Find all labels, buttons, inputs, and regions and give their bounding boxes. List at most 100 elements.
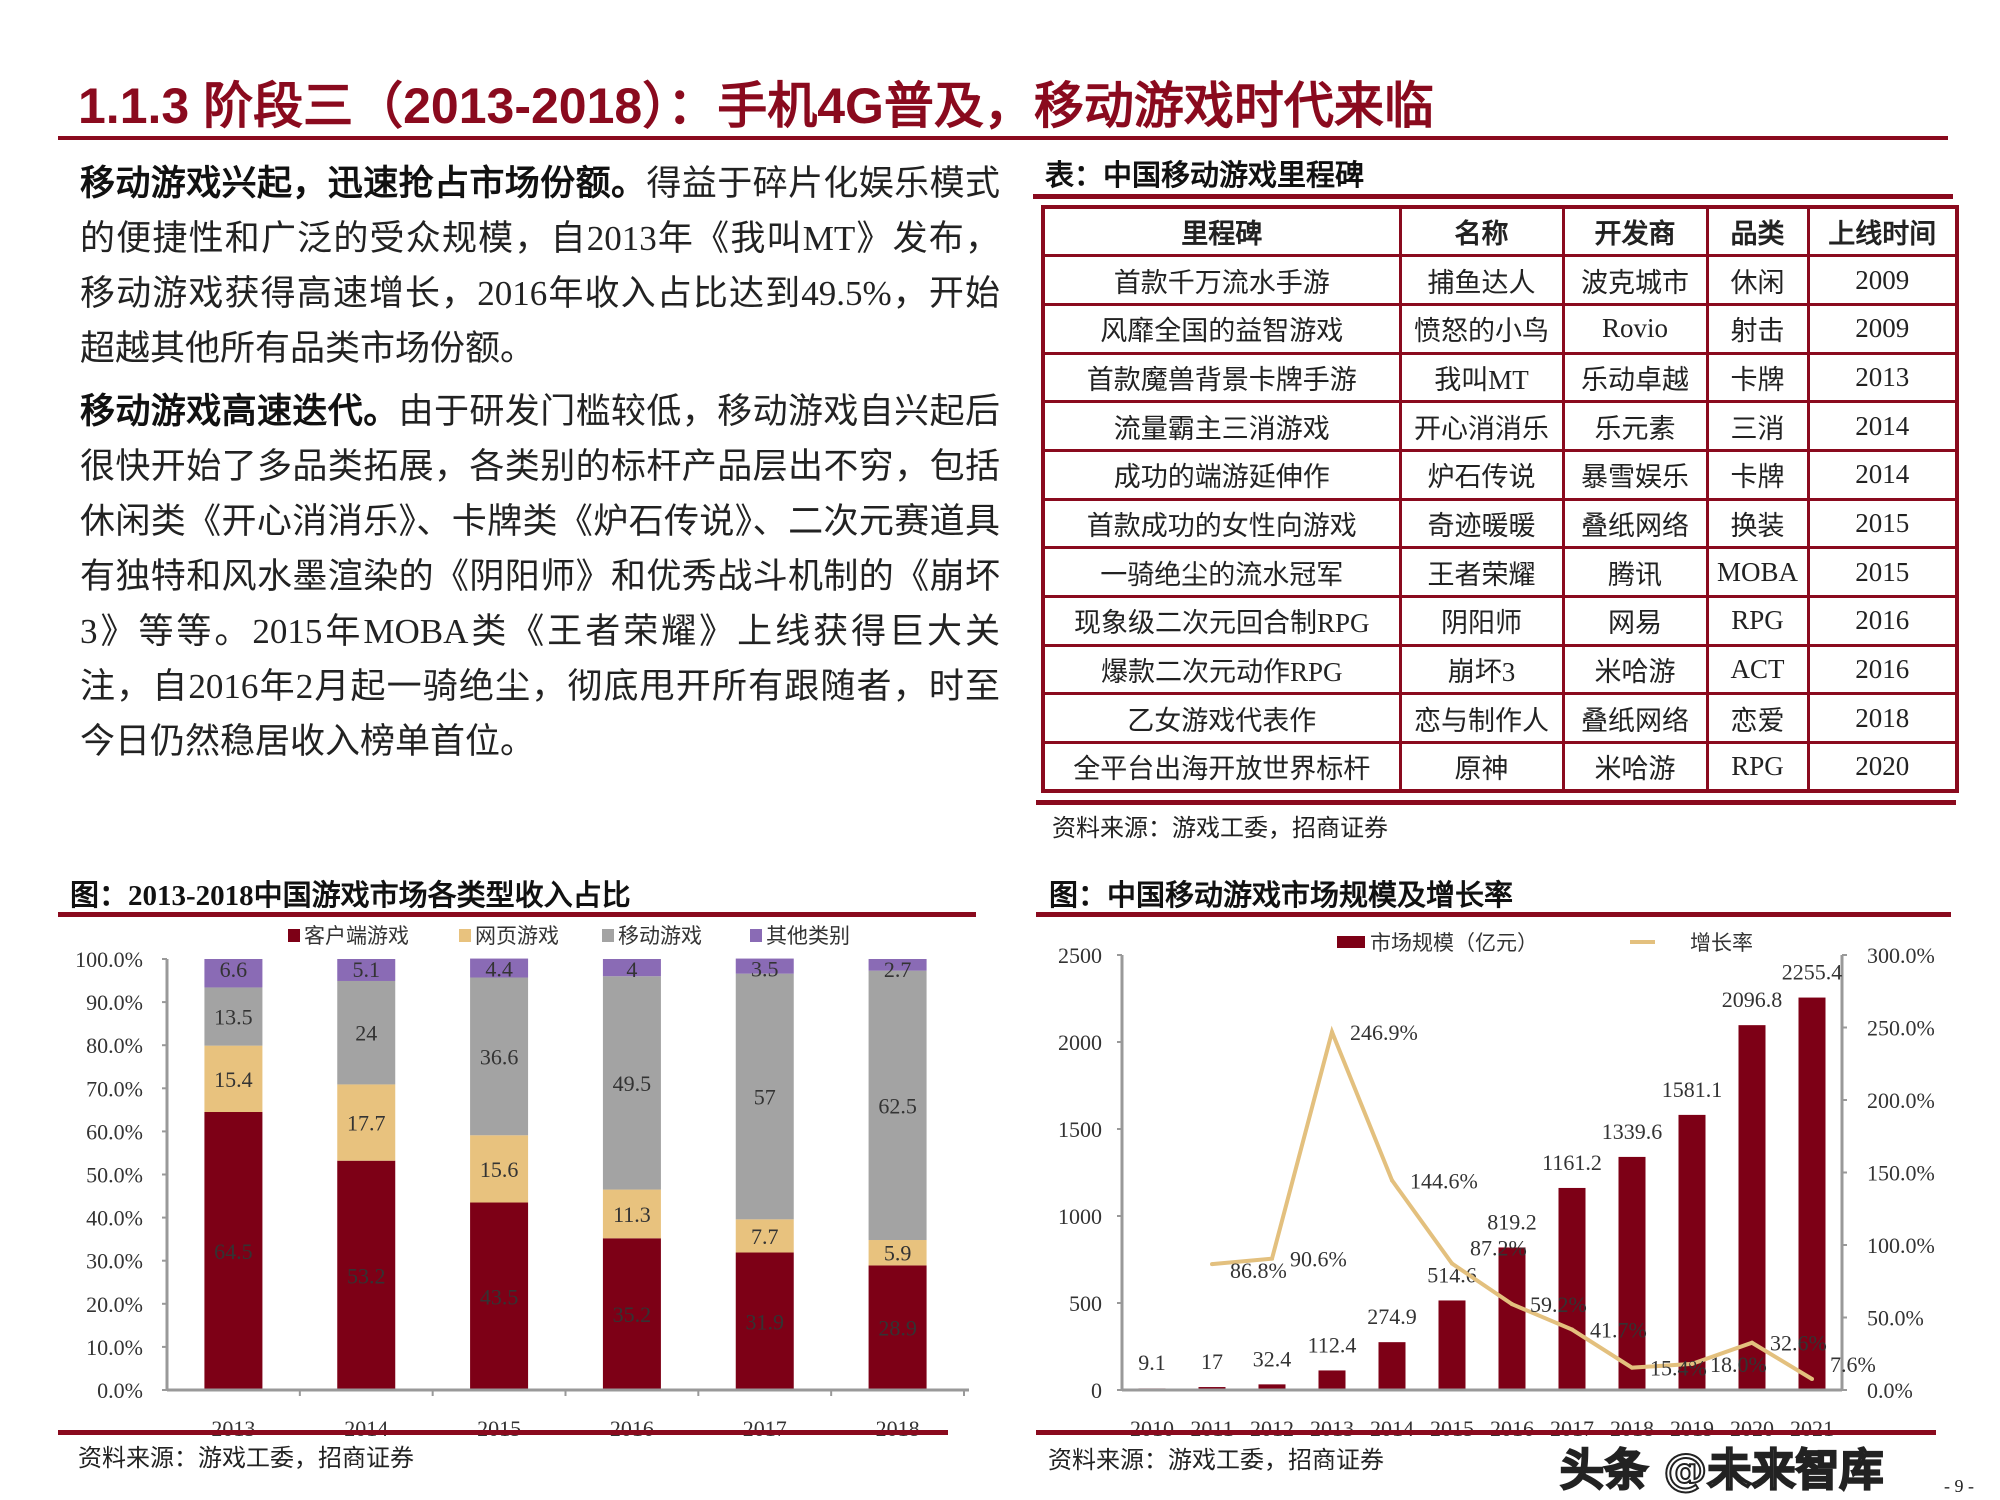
bar-网页游戏 bbox=[602, 1189, 661, 1239]
growth-label: 18.0% bbox=[1710, 1352, 1767, 1377]
x-tick-label: 2018 bbox=[1610, 1416, 1654, 1440]
growth-label: 246.9% bbox=[1350, 1020, 1418, 1045]
data-label: 35.2 bbox=[613, 1302, 652, 1327]
bar-value-label: 274.9 bbox=[1367, 1304, 1417, 1329]
market-size-bar bbox=[1678, 1114, 1706, 1390]
chart-revenue-share: 0.0% 10.0% 20.0% 30.0% 40.0% 50.0% 60.0% 70.0% 8… bbox=[75, 924, 969, 1440]
legend-swatch-bar bbox=[1337, 936, 1365, 948]
growth-point bbox=[1390, 1178, 1394, 1183]
y-left-tick-label: 500 bbox=[1069, 1291, 1102, 1316]
bar-客户端游戏 bbox=[204, 1112, 263, 1390]
legend-swatch bbox=[288, 929, 300, 942]
table-cell: 我叫MT bbox=[1398, 351, 1565, 404]
chart2-bottom-rule bbox=[1036, 1430, 1936, 1435]
legend-swatch bbox=[750, 929, 762, 942]
y-tick-label: 0.0% bbox=[97, 1378, 143, 1403]
table-caption-rule bbox=[1033, 194, 1953, 199]
bar-value-label: 819.2 bbox=[1487, 1209, 1537, 1234]
chart2-title: 图：中国移动游戏市场规模及增长率 bbox=[1049, 880, 1514, 912]
growth-point bbox=[1810, 1376, 1814, 1381]
growth-point bbox=[1570, 1327, 1574, 1332]
milestone-table: 里程碑 名称 开发商 品类 上线时间 首款千万流水手游 捕鱼达人 波克城市 休闲 2009 风靡全… bbox=[1041, 205, 1959, 794]
table-cell: 2014 bbox=[1806, 400, 1959, 452]
data-label: 6.6 bbox=[220, 957, 248, 982]
table-cell: 2015 bbox=[1806, 546, 1959, 598]
data-label: 3.5 bbox=[751, 957, 779, 982]
bar-value-label: 9.1 bbox=[1138, 1350, 1166, 1375]
bar-value-label: 32.4 bbox=[1253, 1346, 1292, 1371]
growth-label: 32.6% bbox=[1770, 1331, 1827, 1356]
market-size-bar bbox=[1798, 997, 1826, 1390]
table-header-row: 里程碑 名称 开发商 品类 上线时间 bbox=[1041, 205, 1959, 258]
table-cell: 风靡全国的益智游戏 bbox=[1041, 302, 1402, 355]
table-cell: 换装 bbox=[1705, 497, 1810, 550]
table-row: 流量霸主三消游戏 开心消消乐 乐元素 三消 2014 bbox=[1041, 400, 1959, 452]
table-bottom-rule bbox=[1036, 800, 1956, 805]
market-size-bar bbox=[1258, 1384, 1286, 1390]
paragraph-2-text: 由于研发门槛较低，移动游戏自兴起后很快开始了多品类拓展，各类别的标杆产品层出不穷… bbox=[80, 392, 1000, 761]
growth-label: 87.2% bbox=[1470, 1236, 1527, 1261]
data-label: 24 bbox=[355, 1021, 377, 1046]
table-cell: 2016 bbox=[1806, 643, 1959, 696]
table-cell: 首款魔兽背景卡牌手游 bbox=[1041, 351, 1402, 404]
bar-客户端游戏 bbox=[602, 1238, 661, 1390]
table-cell: 开心消消乐 bbox=[1398, 400, 1565, 452]
y-tick-label: 40.0% bbox=[86, 1206, 143, 1231]
data-label: 15.6 bbox=[480, 1157, 519, 1182]
x-tick-label: 2014 bbox=[344, 1416, 388, 1440]
table-header-cell: 里程碑 bbox=[1041, 205, 1402, 258]
data-label: 4 bbox=[626, 957, 637, 982]
table-cell: 2016 bbox=[1806, 595, 1959, 647]
table-cell: 现象级二次元回合制RPG bbox=[1041, 595, 1402, 647]
data-label: 49.5 bbox=[613, 1071, 652, 1096]
table-cell: 奇迹暖暖 bbox=[1398, 497, 1565, 550]
bar-其他类别 bbox=[735, 958, 794, 974]
bar-value-label: 112.4 bbox=[1308, 1332, 1357, 1357]
y-tick-label: 50.0% bbox=[86, 1163, 143, 1188]
table-row: 首款成功的女性向游戏 奇迹暖暖 叠纸网络 换装 2015 bbox=[1041, 497, 1959, 550]
table-cell: 叠纸网络 bbox=[1561, 497, 1709, 550]
bar-value-label: 1581.1 bbox=[1662, 1077, 1723, 1102]
paragraph-1-text: 得益于碎片化娱乐模式的便捷性和广泛的受众规模，自2013年《我叫MT》发布，移动… bbox=[80, 164, 1000, 368]
growth-label: 90.6% bbox=[1290, 1247, 1347, 1272]
table-cell: 首款千万流水手游 bbox=[1041, 254, 1402, 306]
page-number: - 9 - bbox=[1944, 1476, 1974, 1496]
bar-移动游戏 bbox=[735, 973, 794, 1220]
table-cell: 卡牌 bbox=[1705, 351, 1810, 404]
page-title: 1.1.3 阶段三（2013-2018）：手机4G普及，移动游戏时代来临 bbox=[78, 78, 1434, 134]
growth-label: 59.2% bbox=[1530, 1292, 1587, 1317]
data-label: 7.7 bbox=[751, 1224, 779, 1249]
market-size-bar bbox=[1738, 1025, 1766, 1390]
growth-label: 144.6% bbox=[1410, 1168, 1478, 1193]
growth-point bbox=[1450, 1261, 1454, 1266]
table-header-cell: 名称 bbox=[1398, 205, 1565, 258]
data-label: 11.3 bbox=[613, 1202, 651, 1227]
growth-label: 41.7% bbox=[1590, 1318, 1647, 1343]
y-left-tick-label: 1000 bbox=[1058, 1204, 1102, 1229]
table-cell: 2014 bbox=[1806, 448, 1959, 501]
x-tick-label: 2019 bbox=[1670, 1416, 1714, 1440]
table-row: 首款千万流水手游 捕鱼达人 波克城市 休闲 2009 bbox=[1041, 254, 1959, 306]
y-left-tick-label: 2500 bbox=[1058, 943, 1102, 968]
table-cell: 王者荣耀 bbox=[1398, 546, 1565, 598]
table-cell: 2018 bbox=[1806, 692, 1959, 745]
watermark: 头条 @未来智库 bbox=[1559, 1445, 1884, 1497]
table-source: 资料来源：游戏工委，招商证券 bbox=[1052, 816, 1388, 842]
data-label: 57 bbox=[754, 1084, 776, 1109]
table-cell: 恋与制作人 bbox=[1398, 692, 1565, 745]
legend-label: 市场规模（亿元） bbox=[1370, 931, 1538, 955]
y-tick-label: 20.0% bbox=[86, 1292, 143, 1317]
growth-label: 7.6% bbox=[1830, 1352, 1876, 1377]
growth-label: 86.8% bbox=[1230, 1258, 1287, 1283]
bar-其他类别 bbox=[337, 959, 396, 981]
data-label: 64.5 bbox=[214, 1239, 253, 1264]
table-cell: 成功的端游延伸作 bbox=[1041, 448, 1402, 501]
growth-point bbox=[1510, 1302, 1514, 1307]
data-label: 13.5 bbox=[214, 1005, 253, 1030]
market-size-bar bbox=[1558, 1187, 1586, 1390]
y-tick-label: 70.0% bbox=[86, 1076, 143, 1101]
table-cell: 乙女游戏代表作 bbox=[1041, 692, 1402, 745]
table-caption: 表：中国移动游戏里程碑 bbox=[1045, 160, 1365, 192]
bar-移动游戏 bbox=[868, 970, 927, 1241]
table-cell: 乐元素 bbox=[1561, 400, 1709, 452]
